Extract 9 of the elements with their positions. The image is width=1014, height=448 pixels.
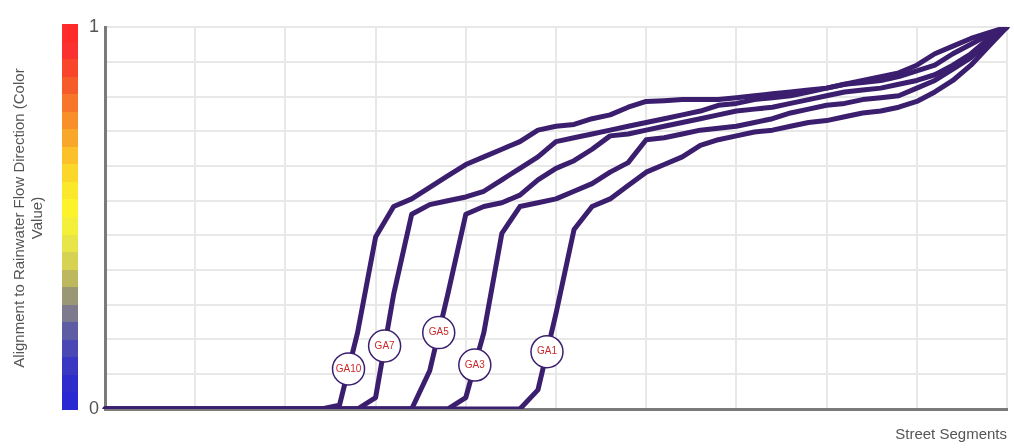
y-axis-title: Alignment to Rainwater Flow Direction (Color Value) [10,68,46,368]
series-label: GA3 [464,358,486,370]
y-tick-label: 1 [88,15,99,36]
y-tick-label: 0 [88,397,99,418]
series-label: GA7 [374,339,396,351]
series-label: GA5 [428,326,450,338]
x-axis-title: Street Segments [895,425,1007,443]
series-label: GA1 [536,345,558,357]
series-label: GA10 [335,362,362,374]
